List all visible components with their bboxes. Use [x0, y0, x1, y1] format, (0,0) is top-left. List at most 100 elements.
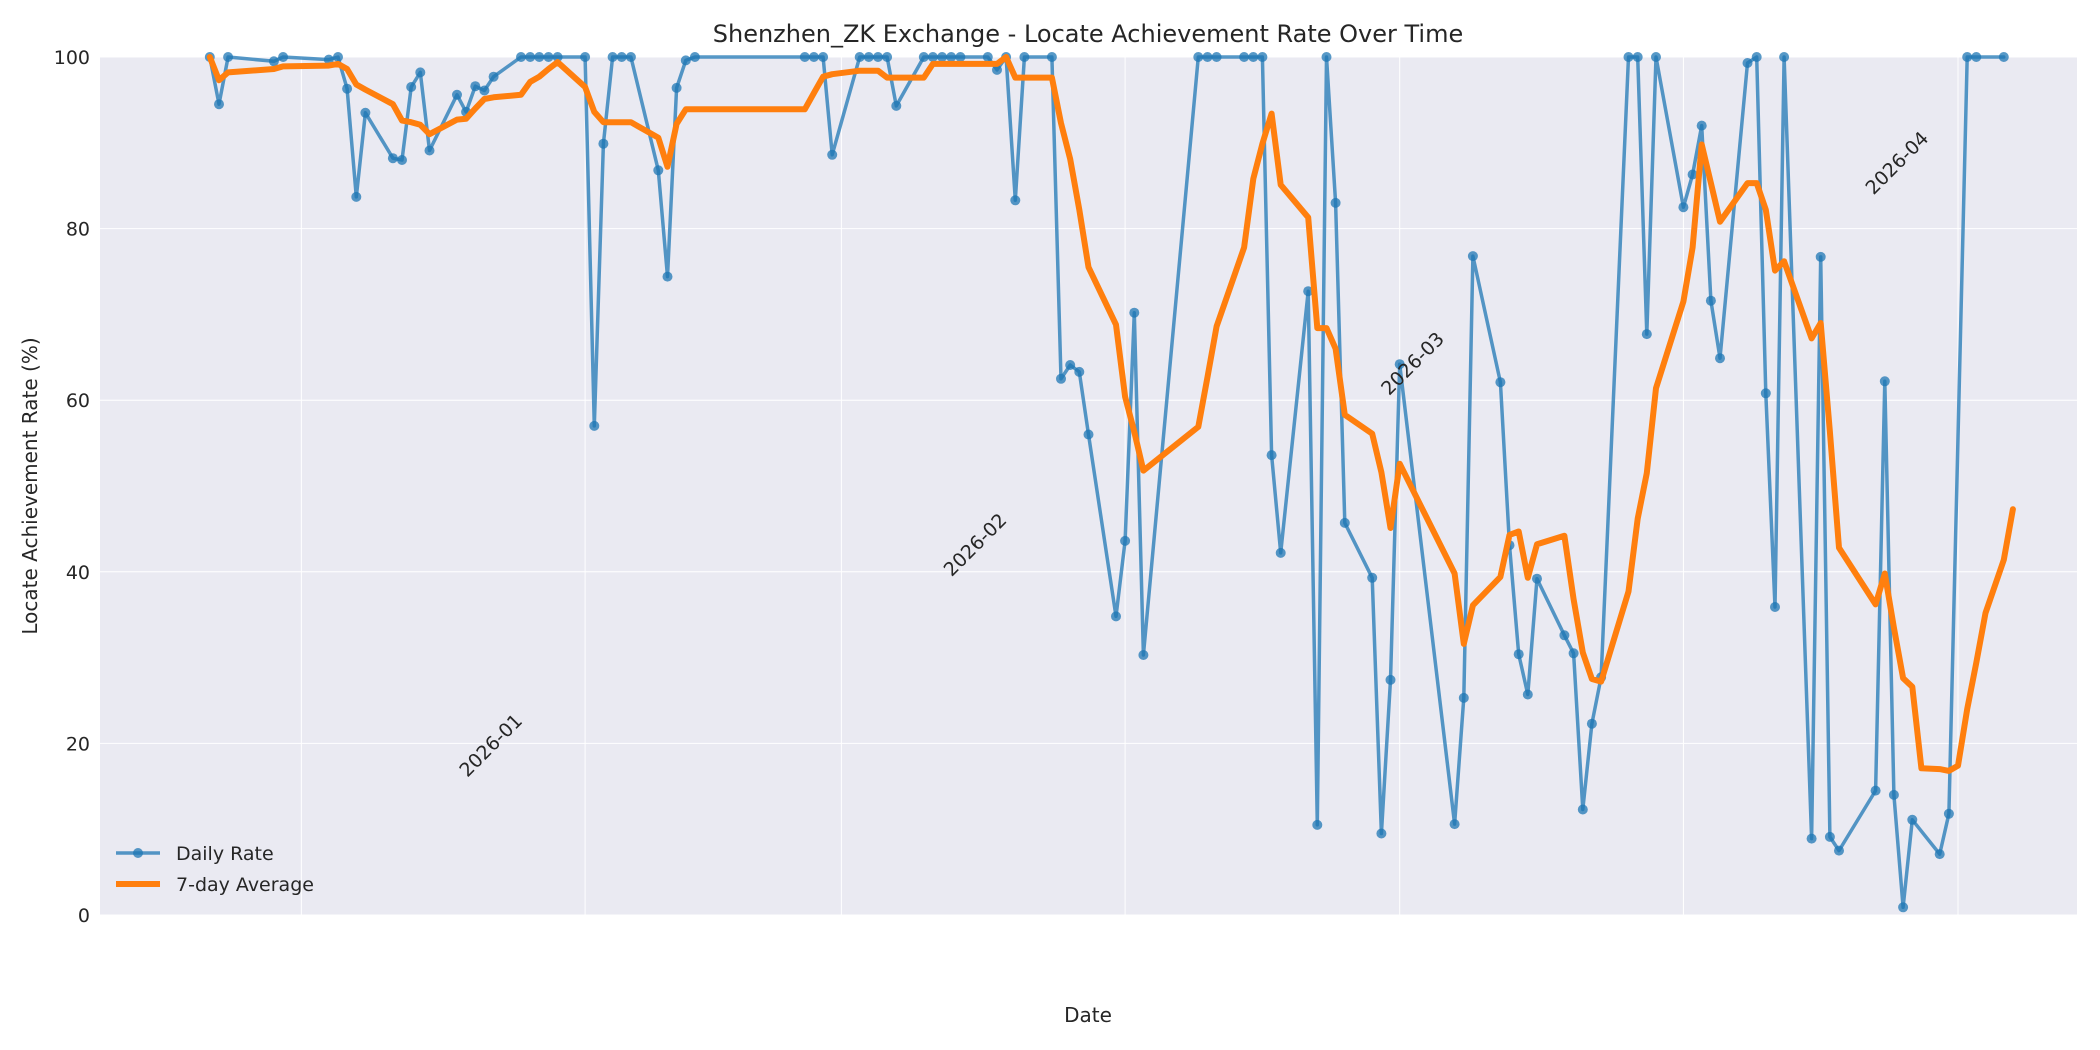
data-point — [534, 52, 545, 62]
data-point — [1934, 849, 1945, 860]
data-point — [818, 52, 829, 62]
y-tick-label: 100 — [54, 47, 90, 69]
data-point — [360, 107, 371, 118]
data-point — [873, 52, 883, 62]
data-point — [1577, 804, 1588, 815]
data-point — [1586, 718, 1597, 729]
data-point — [1870, 785, 1881, 796]
y-tick-label: 20 — [66, 733, 90, 755]
data-point — [1623, 52, 1634, 62]
data-point — [1751, 52, 1762, 62]
data-point — [992, 64, 1002, 75]
series-line-7-day-average — [206, 54, 2016, 774]
data-point — [415, 67, 426, 78]
legend-item-7-day-average: 7-day Average — [116, 874, 314, 896]
data-point — [387, 153, 398, 164]
legend: Daily Rate 7-day Average — [116, 843, 314, 896]
data-point — [1211, 52, 1222, 62]
data-point — [1257, 52, 1268, 62]
data-point — [1129, 307, 1140, 318]
series-daily-rate — [204, 52, 2009, 913]
data-point — [982, 52, 993, 62]
data-point — [1339, 517, 1350, 528]
data-point — [653, 165, 664, 176]
data-point — [1715, 353, 1725, 364]
data-point — [1056, 373, 1066, 384]
data-point — [1083, 429, 1094, 440]
data-point — [955, 52, 966, 62]
data-point — [1907, 814, 1918, 825]
data-point — [882, 52, 893, 62]
data-point — [1641, 329, 1652, 340]
data-point — [625, 52, 636, 62]
data-point — [1632, 52, 1643, 62]
data-point — [799, 52, 810, 62]
data-point — [1120, 535, 1131, 546]
data-point — [525, 52, 536, 62]
data-point — [1522, 689, 1533, 700]
data-point — [1019, 52, 1030, 62]
data-point — [1202, 52, 1213, 62]
data-point — [937, 52, 948, 62]
data-point — [1303, 286, 1314, 297]
data-point — [1770, 602, 1780, 612]
data-point — [424, 145, 435, 156]
data-point — [1385, 674, 1396, 685]
data-point — [1687, 169, 1698, 180]
data-point — [1312, 819, 1323, 830]
data-point — [1074, 366, 1085, 377]
data-point — [1998, 52, 2009, 62]
y-tick-label: 60 — [66, 390, 90, 412]
legend-label-daily-rate: Daily Rate — [176, 843, 274, 865]
data-point — [827, 149, 838, 160]
data-point — [470, 81, 481, 92]
data-point — [918, 52, 929, 62]
data-point — [616, 52, 627, 62]
data-point — [1760, 388, 1771, 399]
data-point — [342, 83, 353, 94]
data-point — [1824, 831, 1835, 842]
data-point — [1266, 450, 1277, 461]
data-point — [223, 52, 234, 62]
data-point — [1651, 52, 1661, 62]
data-point — [589, 420, 600, 431]
data-point — [1971, 52, 1982, 62]
data-point — [1559, 630, 1570, 641]
data-point — [1248, 52, 1259, 62]
data-point — [854, 52, 865, 62]
series-layer — [204, 52, 2016, 913]
legend-label-7-day-average: 7-day Average — [176, 874, 314, 896]
data-point — [946, 52, 957, 62]
data-point — [479, 85, 490, 96]
data-point — [1888, 789, 1899, 800]
data-point — [1394, 359, 1405, 370]
data-point — [1834, 845, 1844, 856]
data-point — [1010, 195, 1021, 206]
data-point — [214, 99, 224, 110]
data-point — [671, 82, 682, 93]
data-point — [1193, 52, 1204, 62]
data-point — [1111, 611, 1121, 622]
data-point — [1678, 202, 1689, 213]
data-point — [1138, 650, 1149, 660]
data-point — [1532, 573, 1542, 584]
data-point — [607, 52, 618, 62]
series-7-day-average — [206, 54, 2016, 774]
grid — [100, 56, 2077, 916]
data-point — [689, 52, 700, 62]
data-point — [1065, 360, 1076, 370]
chart-title: Shenzhen_ZK Exchange - Locate Achievemen… — [713, 20, 1464, 48]
data-point — [1458, 692, 1469, 703]
data-point — [598, 138, 609, 149]
data-point — [662, 271, 673, 282]
data-point — [1321, 52, 1332, 62]
data-point — [1449, 819, 1460, 830]
data-point — [516, 52, 526, 62]
data-point — [1275, 547, 1286, 558]
data-point — [808, 52, 819, 62]
y-tick-label: 80 — [66, 219, 90, 241]
data-point — [1806, 833, 1817, 844]
data-point — [278, 52, 289, 62]
data-point — [1513, 649, 1524, 660]
